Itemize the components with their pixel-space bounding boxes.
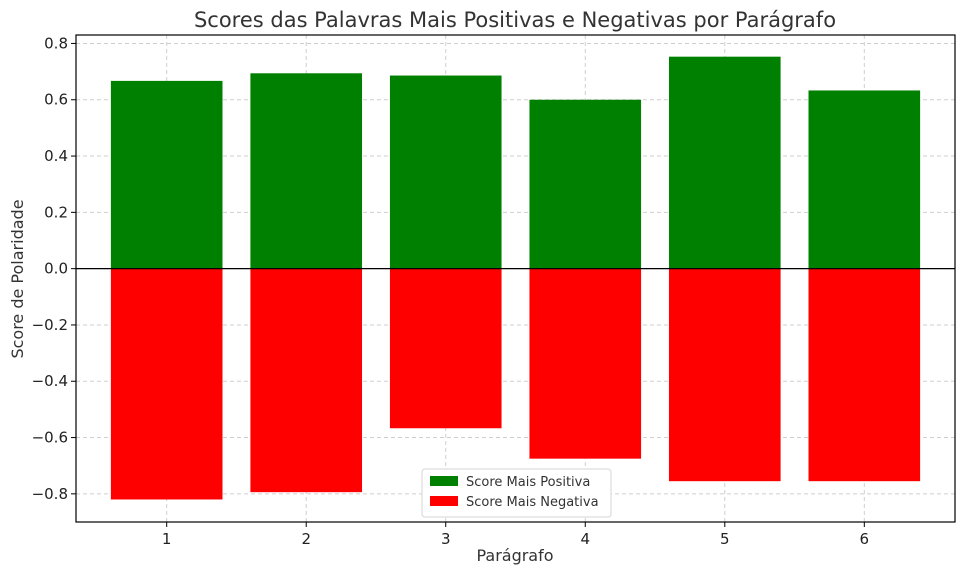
bar-positive-3 xyxy=(389,75,502,269)
legend-label: Score Mais Negativa xyxy=(466,495,599,510)
y-tick-label: 0.0 xyxy=(44,260,68,278)
y-tick-label: 0.8 xyxy=(44,34,68,52)
legend-swatch xyxy=(430,496,458,506)
x-axis-label: Parágrafo xyxy=(476,546,553,565)
bar-negative-3 xyxy=(389,268,502,429)
x-tick-label: 4 xyxy=(580,530,590,548)
bar-positive-1 xyxy=(110,80,223,269)
y-tick-label: −0.4 xyxy=(32,372,68,390)
legend-box xyxy=(421,468,612,518)
bar-negative-5 xyxy=(668,268,781,482)
bar-positive-4 xyxy=(529,99,642,269)
bar-negative-4 xyxy=(529,268,642,459)
chart-title: Scores das Palavras Mais Positivas e Neg… xyxy=(194,8,836,32)
x-tick-label: 6 xyxy=(860,530,870,548)
y-axis-label: Score de Polaridade xyxy=(8,199,27,358)
y-tick-label: −0.6 xyxy=(32,429,68,447)
legend: Score Mais Positiva Score Mais Negativa xyxy=(421,468,612,518)
y-tick-label: 0.4 xyxy=(44,147,68,165)
y-tick-label: −0.8 xyxy=(32,485,68,503)
bar-positive-6 xyxy=(808,90,921,269)
y-axis-ticks: 0.8 0.6 0.4 0.2 0.0 −0.2 −0.4 −0.6 −0.8 xyxy=(32,34,76,503)
bar-positive-5 xyxy=(668,56,781,269)
bar-positive-2 xyxy=(250,73,363,269)
x-tick-label: 5 xyxy=(720,530,730,548)
bar-negative-2 xyxy=(250,268,363,493)
x-tick-label: 3 xyxy=(441,530,451,548)
x-axis-ticks: 1 2 3 4 5 6 xyxy=(162,522,869,548)
x-tick-label: 2 xyxy=(301,530,311,548)
x-tick-label: 1 xyxy=(162,530,172,548)
legend-swatch xyxy=(430,476,458,486)
bars xyxy=(110,56,921,500)
bar-negative-1 xyxy=(110,268,223,500)
plot-frame xyxy=(75,34,956,523)
legend-label: Score Mais Positiva xyxy=(466,475,590,490)
y-tick-label: 0.2 xyxy=(44,203,68,221)
y-tick-label: 0.6 xyxy=(44,91,68,109)
bar-negative-6 xyxy=(808,268,921,482)
y-tick-label: −0.2 xyxy=(32,316,68,334)
